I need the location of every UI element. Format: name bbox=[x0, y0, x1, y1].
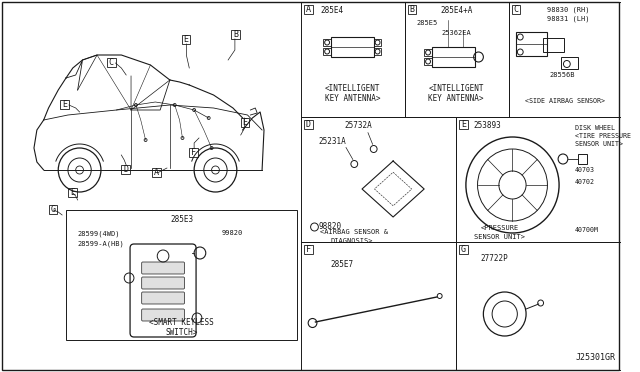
Bar bbox=[301, 242, 456, 370]
Text: J25301GR: J25301GR bbox=[575, 353, 616, 362]
Text: 40703: 40703 bbox=[575, 167, 595, 173]
Bar bbox=[456, 117, 621, 242]
Text: B: B bbox=[233, 30, 238, 39]
Text: 27722P: 27722P bbox=[481, 254, 508, 263]
Text: 25732A: 25732A bbox=[344, 121, 372, 130]
Text: 285E4+A: 285E4+A bbox=[440, 6, 472, 15]
Text: F: F bbox=[191, 148, 196, 157]
Text: D: D bbox=[123, 165, 128, 174]
Text: 99820: 99820 bbox=[221, 230, 243, 236]
Bar bbox=[189, 148, 198, 157]
Bar bbox=[408, 5, 417, 14]
Bar bbox=[304, 245, 312, 254]
FancyBboxPatch shape bbox=[141, 262, 184, 274]
Bar bbox=[374, 39, 381, 46]
Text: D: D bbox=[306, 120, 310, 129]
Text: E: E bbox=[184, 35, 188, 44]
Bar bbox=[49, 205, 57, 214]
Text: F: F bbox=[306, 245, 310, 254]
Bar bbox=[301, 2, 404, 117]
Text: <PRESSURE: <PRESSURE bbox=[481, 225, 518, 231]
Text: 285E4: 285E4 bbox=[320, 6, 344, 15]
Text: 28599-A(HB): 28599-A(HB) bbox=[77, 240, 124, 247]
Text: G: G bbox=[51, 205, 56, 214]
Bar bbox=[60, 100, 69, 109]
Text: E: E bbox=[243, 118, 248, 127]
Bar bbox=[509, 2, 621, 117]
Text: B: B bbox=[410, 5, 415, 14]
Text: 285E7: 285E7 bbox=[330, 260, 353, 269]
Text: 25231A: 25231A bbox=[318, 137, 346, 146]
Bar bbox=[456, 242, 621, 370]
Bar bbox=[432, 47, 475, 67]
Text: SENSOR UNIT>: SENSOR UNIT> bbox=[575, 141, 623, 147]
Bar bbox=[561, 57, 579, 69]
Bar bbox=[424, 58, 432, 65]
Bar bbox=[68, 188, 77, 197]
Bar bbox=[152, 168, 161, 177]
FancyBboxPatch shape bbox=[141, 277, 184, 289]
Bar bbox=[511, 5, 520, 14]
Bar bbox=[304, 5, 312, 14]
Bar bbox=[331, 37, 374, 57]
Text: 98820: 98820 bbox=[318, 222, 342, 231]
Text: 25362EA: 25362EA bbox=[442, 30, 472, 36]
Text: <INTELLIGENT: <INTELLIGENT bbox=[428, 84, 484, 93]
Bar bbox=[404, 2, 509, 117]
Text: SENSOR UNIT>: SENSOR UNIT> bbox=[474, 234, 525, 240]
Bar bbox=[323, 39, 331, 46]
Text: E: E bbox=[70, 188, 75, 197]
Bar bbox=[459, 245, 468, 254]
Bar bbox=[122, 165, 130, 174]
Bar bbox=[577, 154, 588, 164]
Bar bbox=[459, 120, 468, 129]
Bar bbox=[304, 120, 312, 129]
Text: <SIDE AIRBAG SENSOR>: <SIDE AIRBAG SENSOR> bbox=[525, 98, 605, 104]
Text: E: E bbox=[62, 100, 67, 109]
Text: E: E bbox=[461, 120, 466, 129]
Bar bbox=[516, 32, 547, 56]
FancyBboxPatch shape bbox=[141, 292, 184, 304]
Text: C: C bbox=[513, 5, 518, 14]
Bar bbox=[182, 35, 190, 44]
Text: <AIRBAG SENSOR &: <AIRBAG SENSOR & bbox=[320, 229, 388, 235]
Bar bbox=[241, 118, 250, 127]
Text: <SMART KEYLESS: <SMART KEYLESS bbox=[149, 318, 214, 327]
Text: 285E5: 285E5 bbox=[417, 20, 438, 26]
Bar bbox=[323, 48, 331, 55]
Text: C: C bbox=[109, 58, 114, 67]
Bar bbox=[66, 210, 297, 340]
Text: G: G bbox=[461, 245, 466, 254]
Text: 98831 (LH): 98831 (LH) bbox=[547, 15, 590, 22]
Bar bbox=[543, 38, 564, 52]
Text: KEY ANTENNA>: KEY ANTENNA> bbox=[428, 94, 484, 103]
Text: <TIRE PRESSURE: <TIRE PRESSURE bbox=[575, 133, 630, 139]
Bar bbox=[231, 30, 240, 39]
Bar bbox=[424, 49, 432, 56]
Text: 40702: 40702 bbox=[575, 179, 595, 185]
FancyBboxPatch shape bbox=[141, 309, 184, 321]
Text: 98830 (RH): 98830 (RH) bbox=[547, 6, 590, 13]
Text: A: A bbox=[306, 5, 310, 14]
Text: DIAGNOSIS>: DIAGNOSIS> bbox=[330, 238, 372, 244]
Text: DISK WHEEL: DISK WHEEL bbox=[575, 125, 614, 131]
Text: 253893: 253893 bbox=[474, 121, 501, 130]
Text: A: A bbox=[154, 168, 159, 177]
Bar bbox=[107, 58, 115, 67]
Text: 28556B: 28556B bbox=[549, 72, 575, 78]
Bar bbox=[301, 117, 456, 242]
Text: KEY ANTENNA>: KEY ANTENNA> bbox=[324, 94, 380, 103]
Text: 28599(4WD): 28599(4WD) bbox=[77, 230, 120, 237]
Text: 40700M: 40700M bbox=[575, 227, 598, 233]
Text: <INTELLIGENT: <INTELLIGENT bbox=[324, 84, 380, 93]
Text: SWITCH>: SWITCH> bbox=[165, 328, 198, 337]
Text: 285E3: 285E3 bbox=[170, 215, 193, 224]
Bar bbox=[374, 48, 381, 55]
